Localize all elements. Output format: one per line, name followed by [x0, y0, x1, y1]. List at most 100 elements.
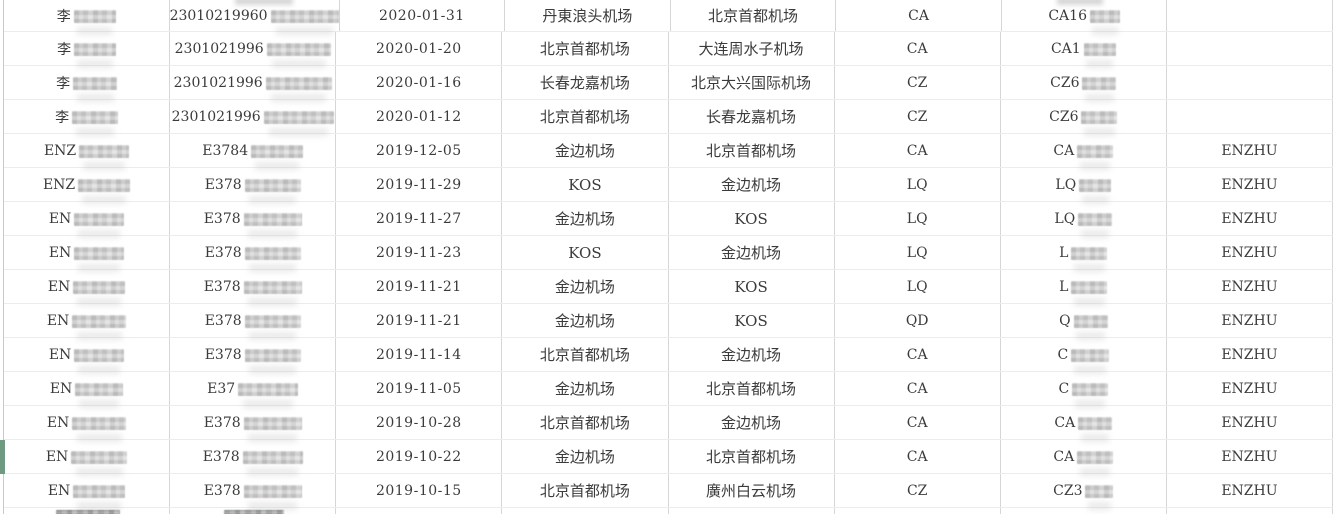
cell-id-number[interactable]: E378: [170, 304, 337, 337]
cell-id-number[interactable]: [170, 508, 337, 514]
cell-carrier-code[interactable]: CA: [835, 338, 1001, 371]
cell-arrival-airport[interactable]: 金边机场: [669, 168, 835, 201]
cell-name[interactable]: EN: [4, 440, 171, 473]
cell-flight-number[interactable]: LQ: [1001, 202, 1167, 235]
cell-name[interactable]: EN: [4, 270, 171, 303]
cell-name[interactable]: 李: [4, 0, 170, 31]
cell-carrier-code[interactable]: [835, 508, 1001, 514]
cell-date[interactable]: 2019-11-23: [336, 236, 503, 269]
cell-passenger-name[interactable]: [1167, 0, 1334, 31]
cell-date[interactable]: 2019-10-15: [336, 474, 503, 507]
cell-id-number[interactable]: 2301021996: [170, 32, 337, 65]
cell-name[interactable]: ENZ: [4, 134, 171, 167]
cell-name[interactable]: [4, 508, 171, 514]
cell-departure-airport[interactable]: 北京首都机场: [502, 32, 669, 65]
cell-flight-number[interactable]: CA: [1001, 134, 1167, 167]
cell-carrier-code[interactable]: CA: [835, 440, 1001, 473]
cell-departure-airport[interactable]: 北京首都机场: [502, 406, 669, 439]
cell-passenger-name[interactable]: ENZHU: [1167, 440, 1333, 473]
cell-arrival-airport[interactable]: [669, 508, 835, 514]
cell-passenger-name[interactable]: [1167, 508, 1333, 514]
cell-date[interactable]: 2019-11-21: [336, 270, 503, 303]
cell-date[interactable]: 2019-11-14: [336, 338, 503, 371]
cell-departure-airport[interactable]: 北京首都机场: [502, 338, 669, 371]
cell-flight-number[interactable]: [1001, 508, 1167, 514]
cell-date[interactable]: 2020-01-20: [336, 32, 503, 65]
cell-arrival-airport[interactable]: 北京大兴国际机场: [669, 66, 835, 99]
cell-carrier-code[interactable]: LQ: [835, 236, 1001, 269]
cell-carrier-code[interactable]: CZ: [835, 66, 1001, 99]
cell-arrival-airport[interactable]: KOS: [669, 304, 835, 337]
cell-departure-airport[interactable]: [502, 508, 669, 514]
cell-carrier-code[interactable]: LQ: [835, 202, 1001, 235]
cell-flight-number[interactable]: CA: [1001, 406, 1167, 439]
cell-passenger-name[interactable]: ENZHU: [1167, 202, 1333, 235]
cell-carrier-code[interactable]: CA: [836, 0, 1002, 31]
cell-carrier-code[interactable]: CA: [835, 406, 1001, 439]
cell-passenger-name[interactable]: ENZHU: [1167, 168, 1333, 201]
cell-departure-airport[interactable]: 北京首都机场: [502, 100, 669, 133]
cell-passenger-name[interactable]: [1167, 32, 1333, 65]
cell-departure-airport[interactable]: 北京首都机场: [502, 474, 669, 507]
cell-arrival-airport[interactable]: 北京首都机场: [669, 134, 835, 167]
cell-departure-airport[interactable]: 金边机场: [502, 372, 669, 405]
cell-date[interactable]: 2019-11-05: [336, 372, 503, 405]
cell-flight-number[interactable]: CA1: [1001, 32, 1167, 65]
cell-name[interactable]: EN: [4, 338, 171, 371]
cell-date[interactable]: 2019-12-05: [336, 134, 503, 167]
cell-id-number[interactable]: E378: [170, 338, 337, 371]
cell-name[interactable]: EN: [4, 406, 171, 439]
cell-arrival-airport[interactable]: KOS: [669, 270, 835, 303]
cell-name[interactable]: EN: [4, 304, 171, 337]
cell-flight-number[interactable]: CZ3: [1001, 474, 1167, 507]
cell-passenger-name[interactable]: ENZHU: [1167, 134, 1333, 167]
cell-carrier-code[interactable]: QD: [835, 304, 1001, 337]
cell-flight-number[interactable]: CA: [1001, 440, 1167, 473]
cell-departure-airport[interactable]: KOS: [502, 168, 669, 201]
cell-carrier-code[interactable]: CA: [835, 134, 1001, 167]
cell-flight-number[interactable]: C: [1001, 372, 1167, 405]
cell-carrier-code[interactable]: LQ: [835, 168, 1001, 201]
cell-id-number[interactable]: E378: [170, 406, 337, 439]
cell-departure-airport[interactable]: 金边机场: [502, 134, 669, 167]
cell-carrier-code[interactable]: CA: [835, 372, 1001, 405]
cell-arrival-airport[interactable]: 北京首都机场: [669, 440, 835, 473]
cell-passenger-name[interactable]: [1167, 100, 1333, 133]
cell-arrival-airport[interactable]: 金边机场: [669, 236, 835, 269]
cell-name[interactable]: ENZ: [4, 168, 171, 201]
cell-date[interactable]: 2019-10-22: [336, 440, 503, 473]
cell-flight-number[interactable]: C: [1001, 338, 1167, 371]
cell-name[interactable]: EN: [4, 372, 171, 405]
cell-name[interactable]: EN: [4, 202, 171, 235]
cell-carrier-code[interactable]: CZ: [835, 474, 1001, 507]
cell-departure-airport[interactable]: 金边机场: [502, 304, 669, 337]
cell-passenger-name[interactable]: ENZHU: [1167, 304, 1333, 337]
cell-arrival-airport[interactable]: 长春龙嘉机场: [669, 100, 835, 133]
cell-id-number[interactable]: 2301021996: [170, 66, 337, 99]
cell-passenger-name[interactable]: ENZHU: [1167, 236, 1333, 269]
cell-passenger-name[interactable]: ENZHU: [1167, 474, 1333, 507]
cell-passenger-name[interactable]: ENZHU: [1167, 270, 1333, 303]
cell-arrival-airport[interactable]: 金边机场: [669, 406, 835, 439]
cell-date[interactable]: 2020-01-31: [340, 0, 506, 31]
cell-flight-number[interactable]: LQ: [1001, 168, 1167, 201]
cell-id-number[interactable]: E3784: [170, 134, 337, 167]
cell-flight-number[interactable]: L: [1001, 236, 1167, 269]
cell-flight-number[interactable]: L: [1001, 270, 1167, 303]
cell-id-number[interactable]: E378: [170, 474, 337, 507]
cell-date[interactable]: 2019-11-29: [336, 168, 503, 201]
cell-date[interactable]: 2019-11-21: [336, 304, 503, 337]
cell-departure-airport[interactable]: KOS: [502, 236, 669, 269]
cell-id-number[interactable]: E378: [170, 440, 337, 473]
cell-arrival-airport[interactable]: 大连周水子机场: [669, 32, 835, 65]
cell-flight-number[interactable]: CA16: [1002, 0, 1168, 31]
cell-arrival-airport[interactable]: KOS: [669, 202, 835, 235]
cell-arrival-airport[interactable]: 北京首都机场: [669, 372, 835, 405]
cell-date[interactable]: 2019-11-27: [336, 202, 503, 235]
cell-passenger-name[interactable]: ENZHU: [1167, 338, 1333, 371]
cell-name[interactable]: 李: [4, 66, 171, 99]
cell-arrival-airport[interactable]: 金边机场: [669, 338, 835, 371]
cell-departure-airport[interactable]: 金边机场: [502, 270, 669, 303]
cell-id-number[interactable]: E378: [170, 168, 337, 201]
cell-id-number[interactable]: E378: [170, 236, 337, 269]
